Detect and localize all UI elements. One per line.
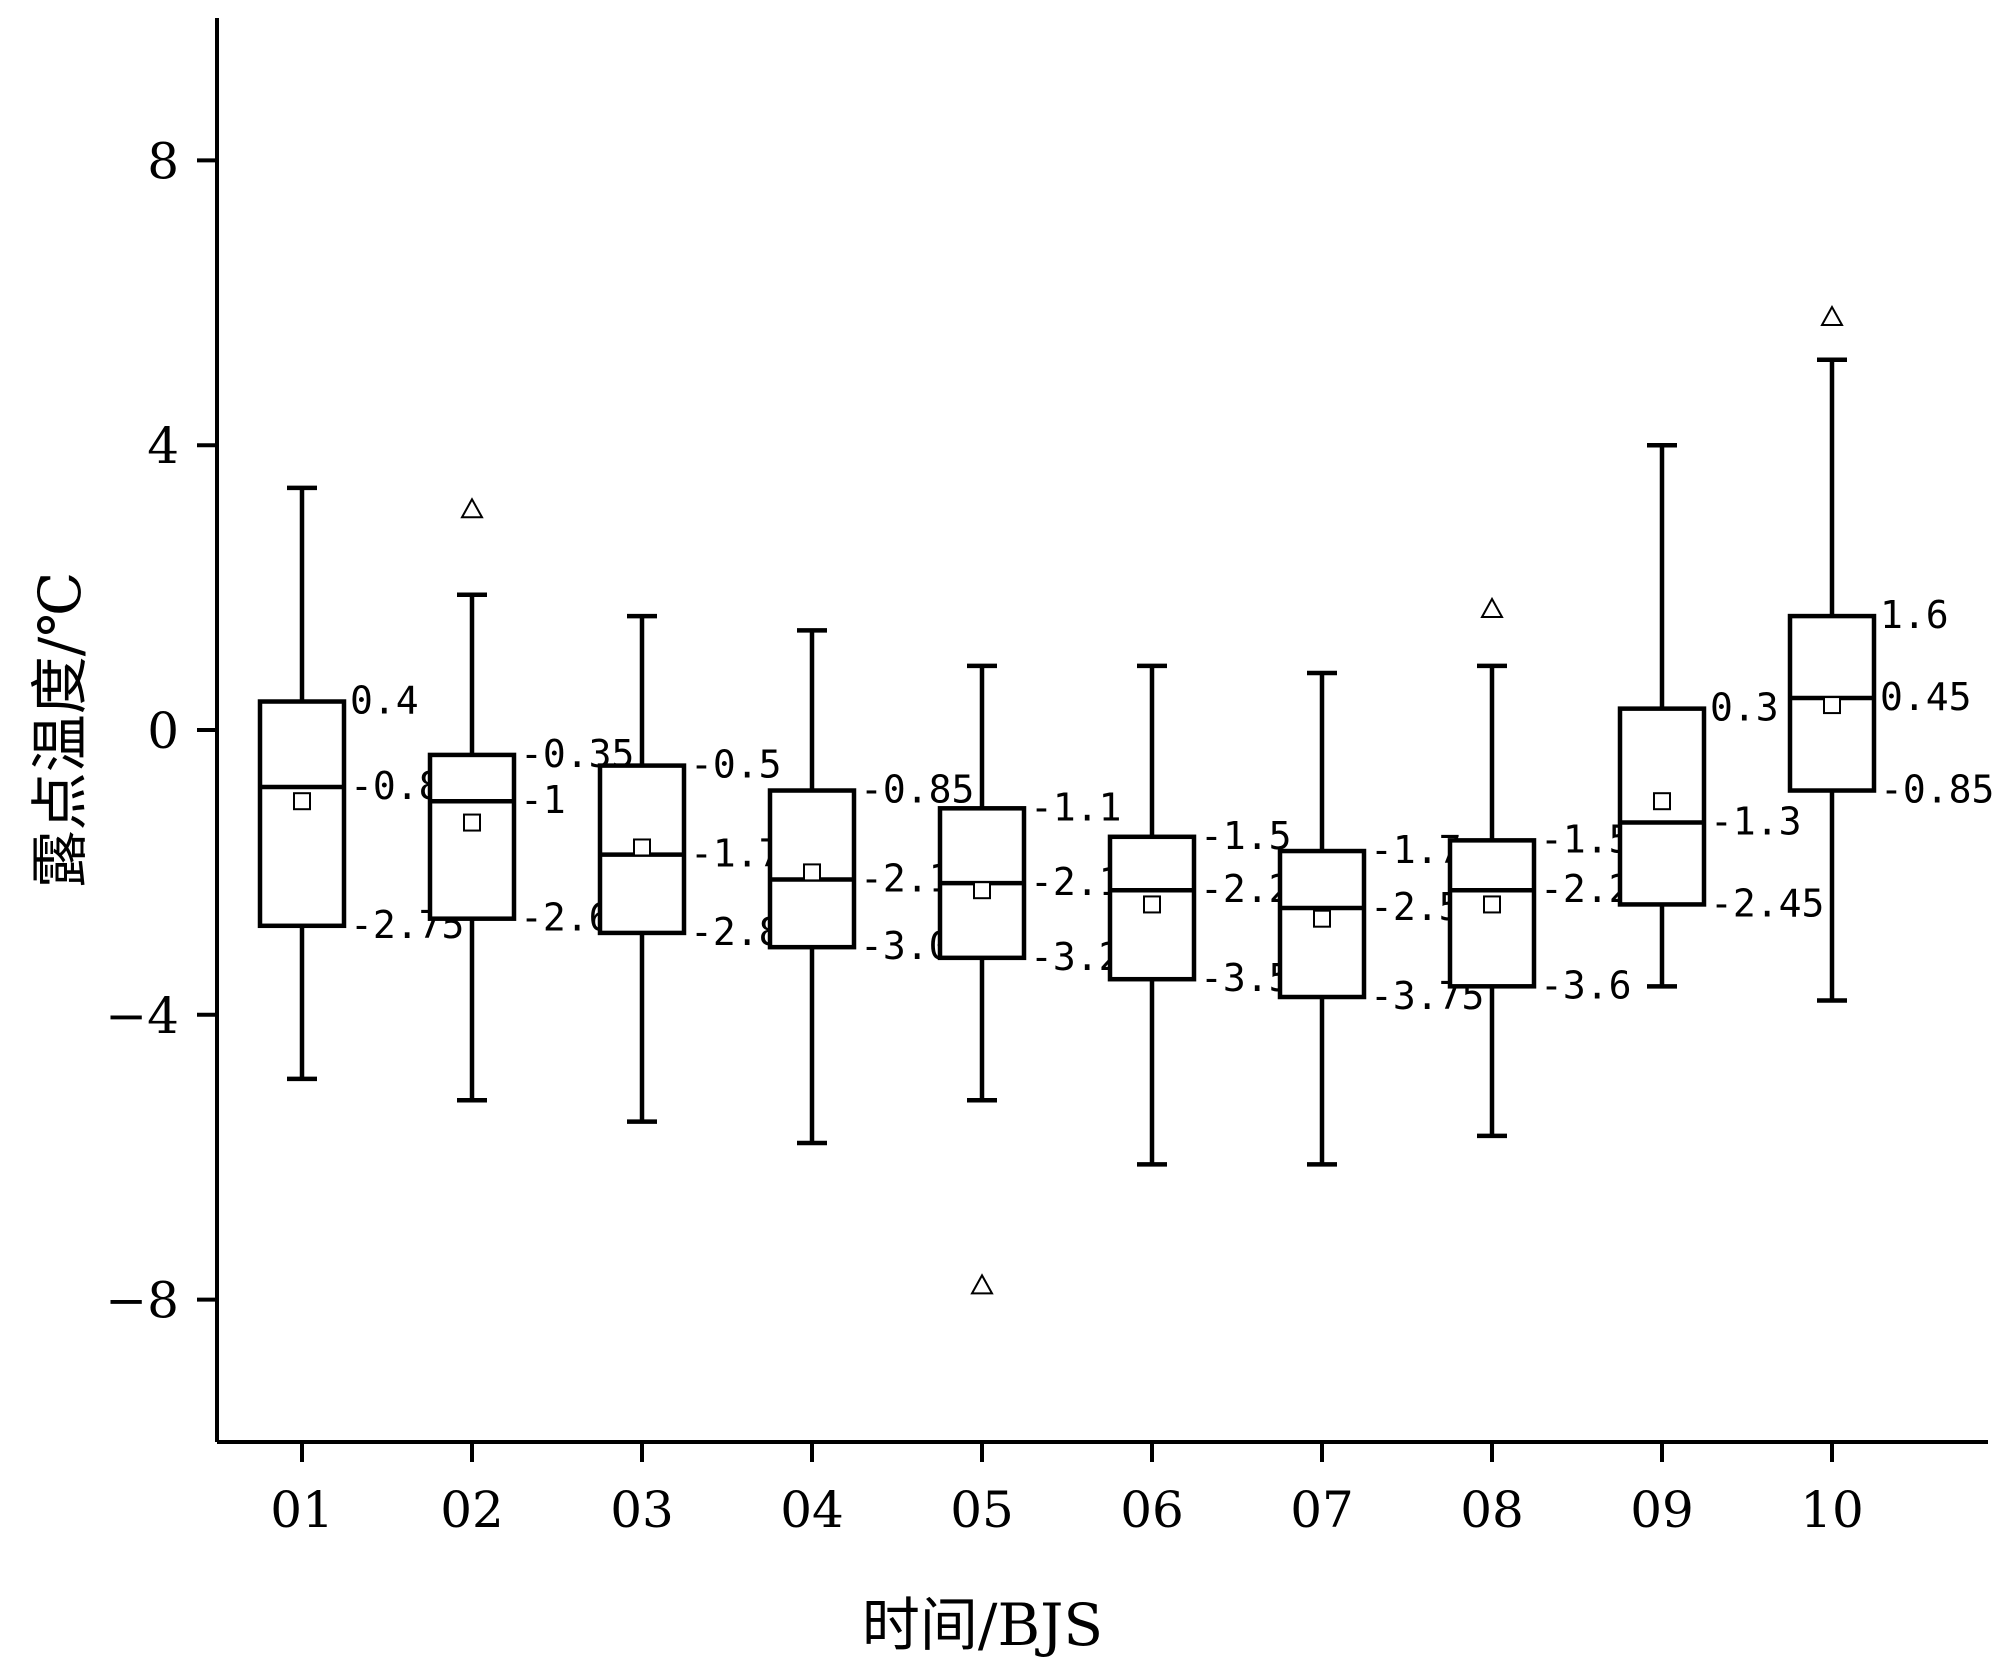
mean-marker	[463, 813, 481, 832]
q3-label: 0.4	[350, 679, 419, 723]
x-tick-label: 03	[610, 1481, 674, 1539]
x-tick-label: 07	[1290, 1481, 1354, 1539]
x-tick-label: 08	[1460, 1481, 1524, 1539]
median-label: -1	[520, 778, 566, 822]
q1-label: -3.2	[1030, 935, 1122, 979]
mean-marker	[1143, 895, 1161, 914]
q3-label: 1.6	[1880, 593, 1949, 637]
y-ticks: −8 −4 0 4 8	[105, 132, 217, 1330]
outlier-marker	[1820, 304, 1844, 327]
iqr-box	[767, 788, 857, 950]
iqr-box	[257, 699, 347, 929]
mean-marker	[803, 863, 821, 882]
y-tick-label: 0	[147, 702, 179, 760]
q3-label: -1.5	[1200, 814, 1292, 858]
x-axis-title: 时间/BJS	[862, 1591, 1103, 1659]
x-tick-label: 05	[950, 1481, 1014, 1539]
box-group-07: -1.7-2.5-3.75	[1277, 670, 1484, 1167]
mean-marker	[1313, 909, 1331, 928]
q1-label: -3.6	[1540, 963, 1632, 1007]
median-label: -1.3	[1710, 800, 1802, 844]
median-label: 0.45	[1880, 675, 1972, 719]
mean-marker	[1653, 792, 1671, 811]
x-ticks: 01 02 03 04 05 06 07 08 09 10	[270, 1442, 1864, 1539]
boxes: 0.4-0.8-2.75-0.35-1-2.65-0.5-1.75-2.85-0…	[257, 304, 1994, 1295]
y-axis-title: 露点温度/℃	[26, 572, 94, 888]
box-group-09: 0.3 -1.3 -2.45	[1617, 442, 1824, 989]
x-tick-label: 09	[1630, 1481, 1694, 1539]
box-group-10: 1.6 0.45 -0.85	[1787, 304, 1994, 1003]
y-tick-label: −8	[105, 1272, 179, 1330]
q3-label: -1.7	[1370, 828, 1462, 872]
y-tick-label: 8	[147, 132, 179, 190]
median-label: -2.5	[1370, 885, 1462, 929]
y-tick-label: 4	[147, 417, 179, 475]
x-tick-label: 01	[270, 1481, 334, 1539]
mean-marker	[293, 792, 311, 811]
iqr-box	[427, 752, 517, 921]
q3-label: -0.5	[690, 743, 782, 787]
mean-marker	[973, 881, 991, 900]
median-label: -2.1	[860, 857, 952, 901]
x-tick-label: 02	[440, 1481, 504, 1539]
x-tick-label: 04	[780, 1481, 844, 1539]
median-label: -0.8	[350, 764, 442, 808]
box-group-06: -1.5-2.25-3.5	[1107, 663, 1314, 1167]
outlier-marker	[970, 1273, 994, 1295]
q3-label: 0.3	[1710, 686, 1779, 730]
box-group-01: 0.4-0.8-2.75	[257, 485, 464, 1082]
q3-label: -1.1	[1030, 785, 1122, 829]
box-group-04: -0.85-2.1-3.05	[767, 628, 974, 1146]
mean-marker	[1823, 696, 1841, 715]
y-tick-label: −4	[105, 987, 179, 1045]
mean-marker	[1483, 895, 1501, 914]
axes	[215, 18, 1988, 1444]
mean-marker	[633, 838, 651, 857]
x-tick-label: 06	[1120, 1481, 1184, 1539]
box-group-05: -1.1-2.15-3.2	[937, 663, 1144, 1295]
q1-label: -3.5	[1200, 956, 1292, 1000]
outlier-marker	[1480, 596, 1504, 618]
q1-label: -2.45	[1710, 881, 1824, 925]
q3-label: -0.85	[860, 768, 974, 812]
q1-label: -0.85	[1880, 768, 1994, 812]
outlier-marker	[460, 497, 484, 519]
x-tick-label: 10	[1800, 1481, 1864, 1539]
